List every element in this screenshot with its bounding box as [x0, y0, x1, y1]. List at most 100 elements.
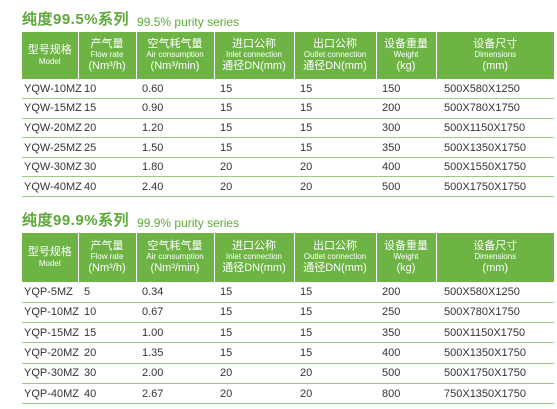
purity-995-section: 纯度99.5%系列 99.5% purity series 型号规格 Model …: [22, 6, 554, 198]
dimensions-cell: 500X780X1750: [436, 98, 554, 119]
header-label-en: Weight: [393, 252, 419, 262]
header-unit: (kg): [396, 261, 416, 274]
header-unit: (mm): [482, 261, 509, 274]
header-unit: (Nm³/min): [150, 261, 200, 274]
header-model: 型号规格 Model: [22, 32, 79, 79]
header-label-en: Outlet connection: [303, 252, 367, 262]
inlet-cell: 15: [214, 118, 294, 139]
inlet-cell: 15: [214, 322, 294, 344]
dimensions-cell: 500X1150X1750: [436, 118, 554, 139]
header-outlet: 出口公称 Outlet connection 通径DN(mm): [294, 233, 377, 282]
air-consumption-cell: 1.00: [136, 322, 214, 344]
model-cell: YQP-20MZ: [22, 342, 79, 364]
model-cell: YQP-15MZ: [22, 322, 79, 344]
section-heading: 纯度99.9%系列 99.9% purity series: [22, 207, 554, 233]
table-row: YQW-15MZ 15 0.90 15 15 200 500X780X1750: [22, 98, 554, 119]
header-label-en: Inlet connection: [225, 50, 283, 60]
table-row: YQP-40MZ 40 2.67 20 20 800 750X1350X1750: [22, 383, 554, 405]
model-cell: YQW-25MZ: [22, 137, 82, 158]
header-label-en: Outlet connection: [303, 50, 367, 60]
table-row: YQW-20MZ 20 1.20 15 15 300 500X1150X1750: [22, 118, 554, 139]
weight-cell: 250: [376, 302, 436, 324]
outlet-cell: 20: [294, 363, 376, 384]
model-cell: YQP-30MZ: [22, 363, 79, 384]
dimensions-cell: 500X580X1250: [436, 79, 554, 100]
outlet-cell: 15: [294, 118, 376, 139]
air-consumption-cell: 0.67: [136, 302, 214, 324]
header-label-zh: 空气耗气量: [147, 37, 203, 50]
inlet-cell: 15: [214, 137, 294, 158]
table-row: YQW-30MZ 30 1.80 20 20 400 500X1550X1750: [22, 157, 554, 178]
header-label-zh: 出口公称: [313, 239, 357, 252]
header-unit: 通径DN(mm): [222, 59, 286, 72]
header-weight: 设备重量 Weight (kg): [376, 32, 437, 79]
header-label-zh: 设备尺寸: [473, 37, 518, 50]
model-cell: YQW-15MZ: [22, 98, 82, 119]
section-title-zh: 纯度99.9%系列: [22, 212, 130, 229]
air-consumption-cell: 1.80: [136, 157, 214, 178]
weight-cell: 350: [376, 322, 436, 344]
header-unit: 通径DN(mm): [303, 59, 367, 72]
air-consumption-cell: 0.34: [136, 282, 214, 303]
inlet-cell: 15: [214, 342, 294, 364]
weight-cell: 400: [376, 342, 436, 364]
header-label-en: Flow rate: [90, 50, 124, 60]
header-label-zh: 进口公称: [232, 239, 276, 252]
dimensions-cell: 500X1550X1750: [436, 157, 554, 178]
flow-rate-cell: 15: [78, 98, 136, 119]
air-consumption-cell: 1.35: [136, 342, 214, 364]
spec-table: 型号规格 Model 产气量 Flow rate (Nm³/h) 空气耗气量 Air c…: [22, 233, 554, 405]
flow-rate-cell: 30: [78, 363, 136, 384]
air-consumption-cell: 2.00: [136, 363, 214, 384]
header-unit: 通径DN(mm): [222, 261, 286, 274]
flow-rate-cell: 30: [78, 157, 136, 178]
model-cell: YQW-40MZ: [22, 176, 82, 198]
model-cell: YQP-10MZ: [22, 302, 79, 324]
outlet-cell: 15: [294, 322, 376, 344]
header-label-zh: 设备尺寸: [473, 239, 518, 252]
air-consumption-cell: 0.60: [136, 79, 214, 100]
inlet-cell: 20: [214, 176, 294, 198]
outlet-cell: 20: [294, 176, 376, 198]
header-weight: 设备重量 Weight (kg): [376, 233, 437, 282]
spec-table: 型号规格 Model 产气量 Flow rate (Nm³/h) 空气耗气量 Air c…: [22, 32, 554, 198]
header-flow-rate: 产气量 Flow rate (Nm³/h): [78, 32, 137, 79]
header-unit: (Nm³/h): [88, 59, 126, 72]
header-unit: (kg): [396, 59, 416, 72]
inlet-cell: 15: [214, 282, 294, 303]
inlet-cell: 15: [214, 98, 294, 119]
header-label-en: Model: [38, 56, 61, 66]
outlet-cell: 15: [294, 98, 376, 119]
inlet-cell: 20: [214, 157, 294, 178]
outlet-cell: 15: [294, 302, 376, 324]
table-row: YQW-10MZ 10 0.60 15 15 150 500X580X1250: [22, 79, 554, 100]
header-model: 型号规格 Model: [22, 233, 79, 282]
outlet-cell: 15: [294, 342, 376, 364]
section-title-en: 99.9% purity series: [137, 216, 240, 230]
dimensions-cell: 500X1750X1750: [436, 176, 554, 198]
dimensions-cell: 500X1350X1750: [436, 137, 554, 158]
table-row: YQP-15MZ 15 1.00 15 15 350 500X1150X1750: [22, 322, 554, 344]
header-inlet: 进口公称 Inlet connection 通径DN(mm): [214, 233, 295, 282]
outlet-cell: 20: [294, 157, 376, 178]
table-row: YQW-40MZ 40 2.40 20 20 500 500X1750X1750: [22, 176, 554, 198]
header-unit: 通径DN(mm): [303, 261, 367, 274]
weight-cell: 500: [376, 176, 436, 198]
weight-cell: 800: [376, 383, 436, 405]
weight-cell: 300: [376, 118, 436, 139]
header-label-zh: 空气耗气量: [147, 239, 203, 252]
header-label-zh: 产气量: [90, 239, 124, 252]
header-label-en: Weight: [393, 50, 419, 60]
flow-rate-cell: 15: [78, 322, 136, 344]
weight-cell: 200: [376, 282, 436, 303]
inlet-cell: 20: [214, 363, 294, 384]
header-label-en: Dimensions: [474, 252, 517, 262]
dimensions-cell: 500X1350X1750: [436, 342, 554, 364]
section-title-en: 99.5% purity series: [137, 15, 240, 29]
header-dimensions: 设备尺寸 Dimensions (mm): [436, 32, 554, 79]
weight-cell: 150: [376, 79, 436, 100]
weight-cell: 500: [376, 363, 436, 384]
header-label-zh: 设备重量: [384, 239, 428, 252]
table-row: YQP-20MZ 20 1.35 15 15 400 500X1350X1750: [22, 342, 554, 364]
flow-rate-cell: 40: [78, 176, 136, 198]
